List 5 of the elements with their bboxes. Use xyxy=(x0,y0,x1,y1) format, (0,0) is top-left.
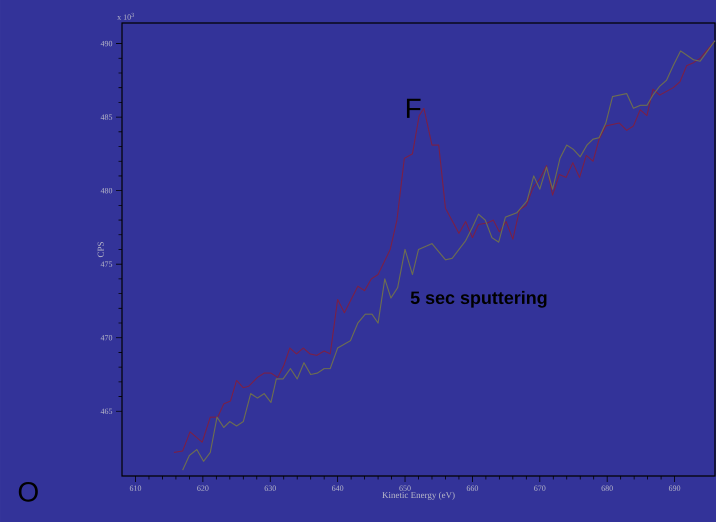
annotation: F xyxy=(406,98,421,118)
x-axis-title: Kinetic Energy (eV) xyxy=(382,492,455,500)
text: O xyxy=(18,482,38,502)
series-label: 5 sec sputtering xyxy=(410,290,546,308)
y-axis-title: CPS xyxy=(98,242,104,258)
